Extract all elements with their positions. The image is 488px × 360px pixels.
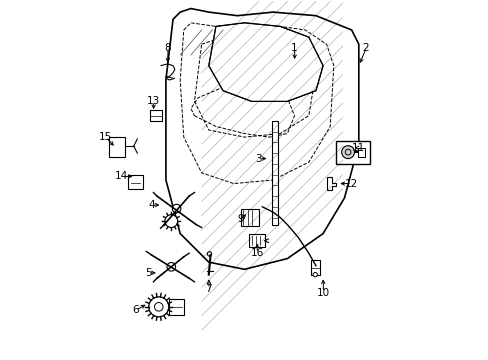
Bar xyxy=(149,111,162,121)
Text: 9: 9 xyxy=(237,214,244,224)
Bar xyxy=(310,260,319,275)
Circle shape xyxy=(148,297,168,317)
Text: 8: 8 xyxy=(164,43,171,53)
Bar xyxy=(357,148,365,157)
Bar xyxy=(108,137,124,157)
Text: 2: 2 xyxy=(362,43,368,53)
Circle shape xyxy=(312,273,317,277)
Circle shape xyxy=(341,146,354,158)
Text: 15: 15 xyxy=(99,132,112,142)
Bar xyxy=(128,175,142,189)
Text: 10: 10 xyxy=(316,288,329,297)
Bar xyxy=(248,234,264,247)
Text: 7: 7 xyxy=(205,284,212,294)
Bar xyxy=(241,208,258,226)
Text: 5: 5 xyxy=(144,268,151,278)
Text: 6: 6 xyxy=(132,305,139,315)
Text: 12: 12 xyxy=(345,179,358,189)
Text: 3: 3 xyxy=(255,154,262,163)
Circle shape xyxy=(207,252,211,256)
Text: 14: 14 xyxy=(114,171,128,181)
Polygon shape xyxy=(208,23,323,102)
Text: 13: 13 xyxy=(146,96,160,107)
Text: 4: 4 xyxy=(148,200,155,210)
Text: 16: 16 xyxy=(250,248,263,258)
Text: 11: 11 xyxy=(351,143,365,153)
Text: 1: 1 xyxy=(290,43,297,53)
Bar xyxy=(169,299,183,315)
Circle shape xyxy=(166,262,175,271)
Circle shape xyxy=(172,204,181,213)
Circle shape xyxy=(164,215,177,228)
Bar xyxy=(271,121,277,225)
Bar xyxy=(335,141,369,164)
Polygon shape xyxy=(326,177,335,190)
